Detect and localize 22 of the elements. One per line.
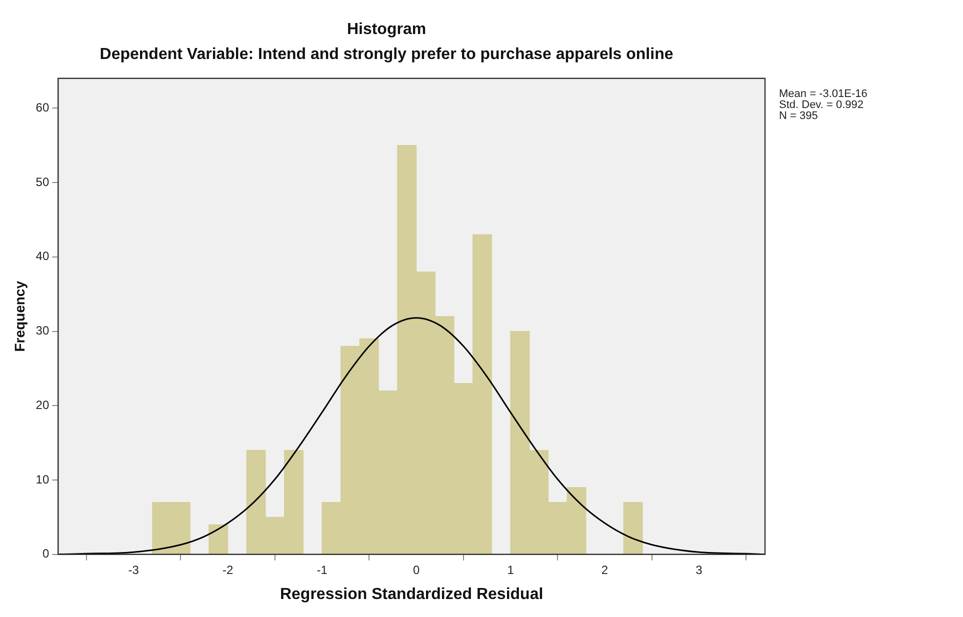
x-tick-label: 2 [601, 562, 608, 577]
x-tick-label: 1 [507, 562, 514, 577]
y-tick-label: 40 [36, 249, 50, 264]
line-series [58, 317, 765, 554]
y-tick-label: 60 [36, 100, 50, 114]
x-tick-label: -3 [128, 562, 140, 577]
text: Mean = -3.01E-16 [779, 88, 868, 100]
x-tick-label: 0 [412, 562, 420, 577]
y-tick-label: 20 [36, 398, 50, 412]
text: Std. Dev. = 0.992 [779, 98, 864, 111]
text: N = 395 [779, 110, 818, 122]
x-tick-label: -2 [222, 562, 234, 577]
y-tick-label: 0 [42, 546, 50, 561]
x-tick-label: -1 [316, 562, 328, 577]
y-tick-label: 30 [36, 324, 50, 338]
x-tick-label: 3 [696, 562, 703, 577]
y-tick-label: 50 [36, 174, 50, 189]
x-axis-title: Regression Standardized Residual [280, 586, 544, 603]
y-axis-title: Frequency [11, 280, 28, 352]
chart-title: Histogram [346, 21, 426, 38]
y-tick-label: 10 [36, 472, 50, 486]
chart-subtitle: Dependent Variable: Intend and strongly prefer to purchase apparels online [100, 46, 674, 64]
